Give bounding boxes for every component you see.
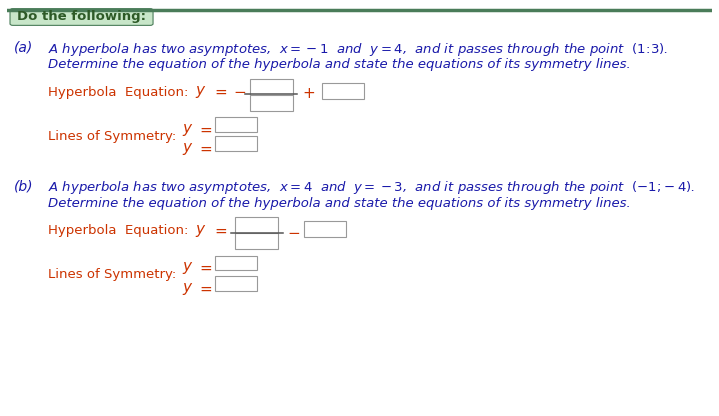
Text: (a): (a) (14, 41, 34, 55)
Text: Hyperbola  Equation:: Hyperbola Equation: (48, 86, 188, 99)
Text: $+$: $+$ (302, 86, 315, 101)
FancyBboxPatch shape (10, 9, 153, 25)
FancyBboxPatch shape (215, 276, 257, 291)
FancyBboxPatch shape (215, 117, 257, 132)
Text: Determine the equation of the hyperbola and state the equations of its symmetry : Determine the equation of the hyperbola … (48, 197, 631, 210)
Text: A hyperbola has two asymptotes,  $x = -1$  and  $y = 4$,  and it passes through : A hyperbola has two asymptotes, $x = -1$… (48, 41, 669, 58)
FancyBboxPatch shape (304, 221, 346, 238)
Text: $=$: $=$ (197, 280, 213, 295)
FancyBboxPatch shape (322, 83, 365, 99)
Text: Lines of Symmetry:: Lines of Symmetry: (48, 268, 176, 281)
Text: $-$: $-$ (287, 224, 300, 239)
FancyBboxPatch shape (236, 233, 278, 249)
Text: $=$: $=$ (212, 223, 229, 238)
Text: Lines of Symmetry:: Lines of Symmetry: (48, 130, 176, 143)
Text: Do the following:: Do the following: (17, 10, 146, 23)
Text: $=$: $=$ (197, 260, 213, 275)
Text: (b): (b) (14, 179, 34, 193)
Text: $\mathbf{\mathit{y}}$: $\mathbf{\mathit{y}}$ (182, 121, 193, 138)
FancyBboxPatch shape (236, 218, 278, 233)
Text: $=$: $=$ (197, 121, 213, 136)
Text: $\mathbf{\mathit{y}}$: $\mathbf{\mathit{y}}$ (182, 141, 193, 157)
FancyBboxPatch shape (215, 256, 257, 270)
Text: $=$: $=$ (197, 141, 213, 156)
Text: $\mathbf{\mathit{y}}$: $\mathbf{\mathit{y}}$ (182, 260, 193, 276)
Text: $\mathbf{\mathit{y}}$: $\mathbf{\mathit{y}}$ (196, 223, 207, 239)
Text: Hyperbola  Equation:: Hyperbola Equation: (48, 224, 188, 237)
FancyBboxPatch shape (250, 95, 293, 111)
Text: A hyperbola has two asymptotes,  $x = 4$  and  $y = -3$,  and it passes through : A hyperbola has two asymptotes, $x = 4$ … (48, 179, 695, 196)
FancyBboxPatch shape (215, 136, 257, 151)
Text: $\mathbf{\mathit{y}}$: $\mathbf{\mathit{y}}$ (196, 84, 207, 100)
FancyBboxPatch shape (250, 79, 293, 95)
Text: Determine the equation of the hyperbola and state the equations of its symmetry : Determine the equation of the hyperbola … (48, 58, 631, 71)
Text: $= -$: $= -$ (212, 84, 247, 99)
Text: $\mathbf{\mathit{y}}$: $\mathbf{\mathit{y}}$ (182, 280, 193, 297)
